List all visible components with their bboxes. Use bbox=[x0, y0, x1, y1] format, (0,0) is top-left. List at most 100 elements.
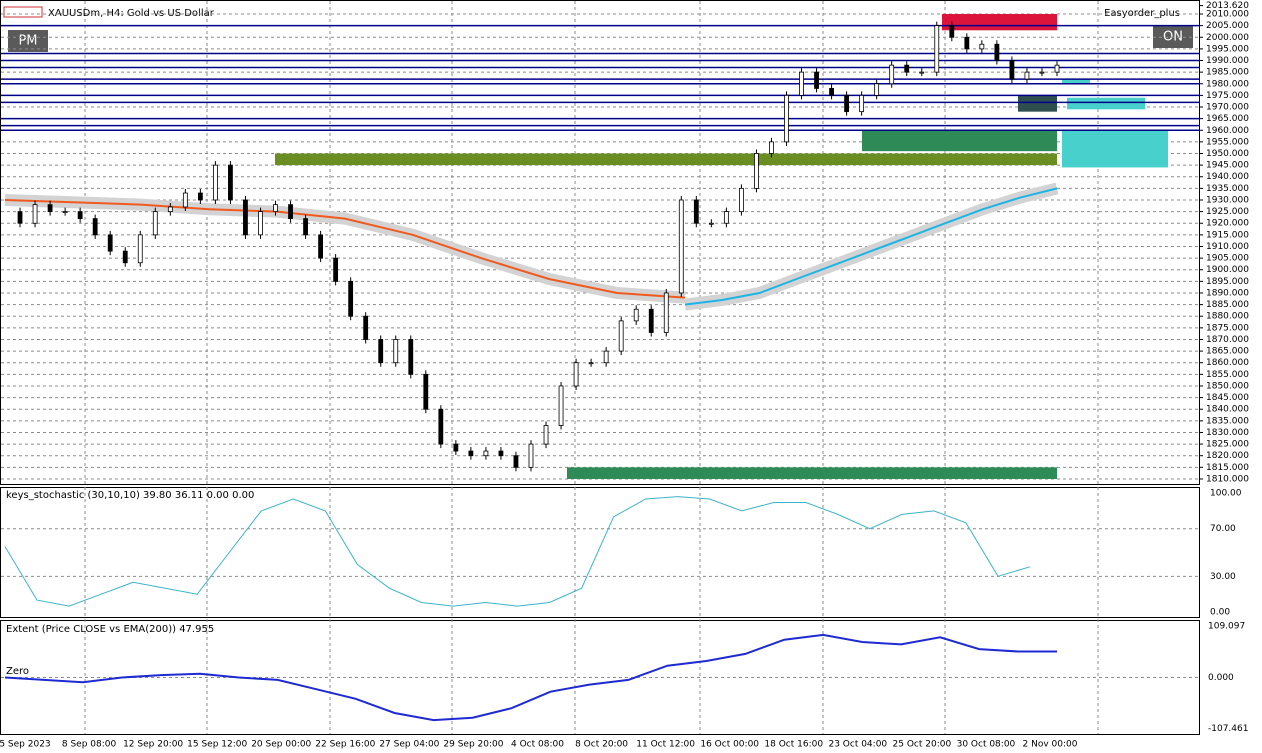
price-tick-label: 1965.000 bbox=[1206, 114, 1249, 124]
extent-tick-label: 0.000 bbox=[1208, 673, 1234, 683]
stoch-tick-label: 100.00 bbox=[1210, 489, 1242, 499]
extent-tick-label: 109.097 bbox=[1208, 621, 1245, 631]
zone bbox=[1018, 95, 1057, 112]
candle bbox=[739, 187, 744, 213]
price-tick-label: 1955.000 bbox=[1206, 137, 1249, 147]
price-tick-label: 2000.000 bbox=[1206, 33, 1249, 43]
extent-label: Extent (Price CLOSE vs EMA(200)) 47.955 bbox=[6, 624, 214, 635]
candle bbox=[904, 64, 910, 73]
price-tick-label: 1920.000 bbox=[1206, 219, 1249, 229]
stoch-tick-label: 30.00 bbox=[1210, 572, 1236, 582]
candle bbox=[994, 43, 1000, 61]
price-tick-label: 1995.000 bbox=[1206, 44, 1249, 54]
vgrid bbox=[84, 1, 1099, 734]
candle bbox=[228, 164, 233, 201]
candle bbox=[243, 199, 248, 236]
symbol-icon bbox=[3, 6, 43, 18]
candle bbox=[889, 64, 895, 85]
candle bbox=[32, 204, 38, 224]
candle bbox=[438, 408, 444, 445]
price-tick-label: 1815.000 bbox=[1206, 463, 1249, 473]
zero-label: Zero bbox=[6, 666, 29, 677]
time-label: 11 Oct 12:00 bbox=[636, 740, 695, 750]
candle bbox=[558, 385, 564, 426]
time-label: 20 Sep 00:00 bbox=[251, 740, 311, 750]
candle bbox=[964, 36, 970, 50]
price-tick-label: 2005.000 bbox=[1206, 21, 1249, 31]
candle bbox=[47, 204, 53, 213]
time-label: 29 Sep 20:00 bbox=[443, 740, 503, 750]
candle bbox=[588, 362, 594, 365]
candle bbox=[573, 362, 579, 387]
price-tick-label: 1975.000 bbox=[1206, 91, 1249, 101]
price-tick-label: 1900.000 bbox=[1206, 265, 1249, 275]
price-tick-label: 1880.000 bbox=[1206, 312, 1249, 322]
time-label: 22 Sep 16:00 bbox=[315, 740, 375, 750]
price-tick-label: 1825.000 bbox=[1206, 440, 1249, 450]
candle bbox=[17, 211, 23, 224]
ema-band bbox=[4, 194, 686, 304]
candle bbox=[288, 204, 293, 219]
time-label: 2 Nov 00:00 bbox=[1023, 740, 1078, 750]
candle bbox=[678, 199, 684, 294]
candle bbox=[1009, 60, 1015, 80]
price-tick-label: 1970.000 bbox=[1206, 103, 1249, 113]
price-tick-label: 1980.000 bbox=[1206, 79, 1249, 89]
price-tick-label: 2013.620 bbox=[1206, 1, 1249, 11]
candle bbox=[618, 320, 624, 352]
candle bbox=[393, 339, 399, 364]
price-tick-label: 1860.000 bbox=[1206, 358, 1249, 368]
extent-tick-label: -107.461 bbox=[1208, 724, 1248, 734]
time-label: 23 Oct 04:00 bbox=[828, 740, 887, 750]
zone bbox=[1062, 79, 1090, 84]
candle bbox=[844, 94, 849, 113]
zone bbox=[567, 467, 1057, 479]
candle bbox=[633, 308, 639, 322]
candle bbox=[167, 206, 173, 213]
price-tick-label: 1910.000 bbox=[1206, 242, 1249, 252]
candle bbox=[197, 192, 203, 201]
candle bbox=[648, 308, 654, 333]
price-tick-label: 1905.000 bbox=[1206, 254, 1249, 264]
price-tick-label: 1830.000 bbox=[1206, 428, 1249, 438]
price-tick-label: 1890.000 bbox=[1206, 288, 1249, 298]
candle bbox=[979, 43, 985, 50]
candle bbox=[934, 25, 940, 73]
extent-frame bbox=[0, 620, 1200, 735]
time-label: 4 Oct 08:00 bbox=[511, 740, 564, 750]
candle bbox=[799, 71, 804, 96]
candle bbox=[408, 339, 414, 375]
candle bbox=[663, 292, 669, 333]
ema-up bbox=[684, 187, 1058, 306]
candle bbox=[498, 450, 504, 457]
candle bbox=[137, 234, 143, 264]
stoch-label: keys_stochastic (30,10,10) 39.80 36.11 0… bbox=[6, 490, 254, 501]
price-tick-label: 1875.000 bbox=[1206, 323, 1249, 333]
candle bbox=[1024, 71, 1030, 80]
candle bbox=[453, 443, 459, 452]
price-tick-label: 1915.000 bbox=[1206, 230, 1249, 240]
candle bbox=[92, 218, 98, 236]
price-tick-label: 1820.000 bbox=[1206, 451, 1249, 461]
time-label: 5 Sep 2023 bbox=[0, 740, 51, 750]
zone bbox=[1067, 97, 1145, 110]
pm-button-label[interactable]: PM bbox=[18, 34, 37, 49]
candle bbox=[543, 425, 549, 445]
candle bbox=[423, 373, 429, 410]
candle bbox=[949, 25, 955, 38]
stoch-tick-label: 0.00 bbox=[1210, 608, 1230, 618]
price-tick-label: 1945.000 bbox=[1206, 161, 1249, 171]
extent-line bbox=[4, 633, 1057, 722]
pm-button[interactable] bbox=[8, 30, 48, 52]
price-tick-label: 1960.000 bbox=[1206, 126, 1249, 136]
price-tick-label: 1835.000 bbox=[1206, 416, 1249, 426]
price-tick-label: 1855.000 bbox=[1206, 370, 1249, 380]
zone bbox=[942, 14, 1057, 31]
price-tick-label: 1845.000 bbox=[1206, 393, 1249, 403]
time-label: 15 Sep 12:00 bbox=[187, 740, 247, 750]
candle bbox=[122, 250, 128, 264]
candle bbox=[784, 94, 789, 143]
time-label: 27 Sep 04:00 bbox=[379, 740, 439, 750]
